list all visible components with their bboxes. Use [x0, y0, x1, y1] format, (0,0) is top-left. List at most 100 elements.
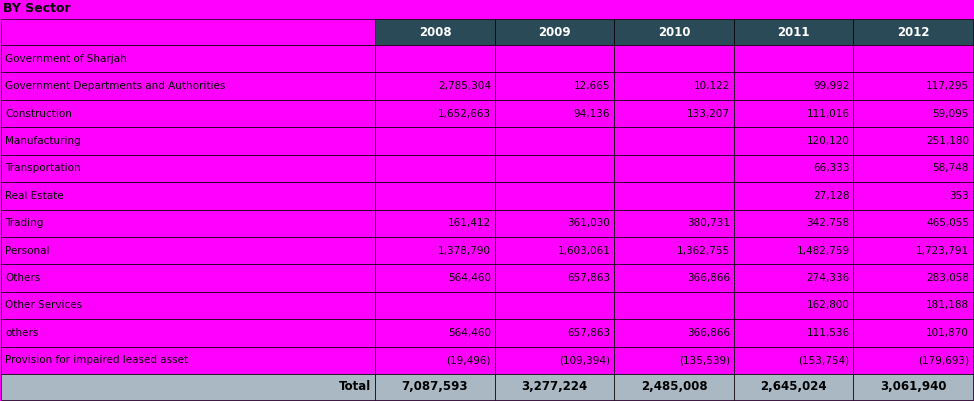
- Bar: [615, 127, 733, 155]
- Bar: [375, 73, 495, 100]
- Text: 161,412: 161,412: [448, 218, 491, 228]
- Bar: [1, 292, 375, 319]
- Bar: [733, 292, 853, 319]
- Text: 133,207: 133,207: [687, 109, 730, 119]
- Bar: [615, 19, 733, 45]
- Text: 564,460: 564,460: [448, 273, 491, 283]
- Text: 120,120: 120,120: [806, 136, 849, 146]
- Text: Manufacturing: Manufacturing: [5, 136, 81, 146]
- Bar: [853, 346, 973, 374]
- Bar: [375, 237, 495, 264]
- Bar: [495, 19, 615, 45]
- Bar: [1, 264, 375, 292]
- Bar: [375, 127, 495, 155]
- Text: Provision for impaired leased asset: Provision for impaired leased asset: [5, 355, 188, 365]
- Text: 58,748: 58,748: [932, 163, 969, 173]
- Text: 111,016: 111,016: [806, 109, 849, 119]
- Text: 1,362,755: 1,362,755: [677, 246, 730, 255]
- Bar: [733, 374, 853, 400]
- Bar: [853, 73, 973, 100]
- Bar: [615, 100, 733, 127]
- Bar: [733, 127, 853, 155]
- Bar: [615, 264, 733, 292]
- Bar: [1, 182, 375, 209]
- Bar: [615, 374, 733, 400]
- Bar: [495, 127, 615, 155]
- Bar: [375, 292, 495, 319]
- Text: 274,336: 274,336: [806, 273, 849, 283]
- Bar: [375, 346, 495, 374]
- Text: others: others: [5, 328, 38, 338]
- Bar: [1, 209, 375, 237]
- Bar: [733, 73, 853, 100]
- Text: 181,188: 181,188: [926, 300, 969, 310]
- Bar: [1, 73, 375, 100]
- Bar: [495, 264, 615, 292]
- Text: 10,122: 10,122: [693, 81, 730, 91]
- Bar: [375, 100, 495, 127]
- Text: Government Departments and Authorities: Government Departments and Authorities: [5, 81, 225, 91]
- Text: 111,536: 111,536: [806, 328, 849, 338]
- Text: Transportation: Transportation: [5, 163, 81, 173]
- Text: 2011: 2011: [777, 26, 810, 38]
- Bar: [495, 182, 615, 209]
- Text: 7,087,593: 7,087,593: [401, 381, 468, 393]
- Bar: [495, 292, 615, 319]
- Text: 1,482,759: 1,482,759: [797, 246, 849, 255]
- Text: 465,055: 465,055: [926, 218, 969, 228]
- Text: 162,800: 162,800: [806, 300, 849, 310]
- Bar: [853, 155, 973, 182]
- Bar: [1, 100, 375, 127]
- Bar: [1, 346, 375, 374]
- Text: 2008: 2008: [419, 26, 451, 38]
- Text: 251,180: 251,180: [926, 136, 969, 146]
- Text: 101,870: 101,870: [926, 328, 969, 338]
- Bar: [733, 319, 853, 346]
- Text: 3,061,940: 3,061,940: [880, 381, 947, 393]
- Bar: [733, 155, 853, 182]
- Bar: [495, 45, 615, 73]
- Text: Others: Others: [5, 273, 40, 283]
- Text: 1,723,791: 1,723,791: [916, 246, 969, 255]
- Bar: [375, 374, 495, 400]
- Bar: [733, 209, 853, 237]
- Text: 353: 353: [949, 191, 969, 201]
- Text: Total: Total: [339, 381, 371, 393]
- Text: 1,652,663: 1,652,663: [437, 109, 491, 119]
- Bar: [615, 346, 733, 374]
- Text: Government of Sharjah: Government of Sharjah: [5, 54, 127, 64]
- Bar: [615, 155, 733, 182]
- Bar: [1, 155, 375, 182]
- Bar: [853, 264, 973, 292]
- Text: 94,136: 94,136: [574, 109, 611, 119]
- Text: 564,460: 564,460: [448, 328, 491, 338]
- Bar: [495, 319, 615, 346]
- Bar: [1, 127, 375, 155]
- Bar: [375, 264, 495, 292]
- Text: BY Sector: BY Sector: [3, 2, 71, 15]
- Bar: [733, 100, 853, 127]
- Text: Personal: Personal: [5, 246, 50, 255]
- Bar: [733, 237, 853, 264]
- Text: (19,496): (19,496): [446, 355, 491, 365]
- Bar: [1, 374, 375, 400]
- Bar: [615, 209, 733, 237]
- Text: 657,863: 657,863: [567, 273, 611, 283]
- Text: 27,128: 27,128: [813, 191, 849, 201]
- Bar: [495, 100, 615, 127]
- Text: 366,866: 366,866: [687, 328, 730, 338]
- Bar: [375, 19, 495, 45]
- Text: 366,866: 366,866: [687, 273, 730, 283]
- Bar: [495, 374, 615, 400]
- Bar: [853, 127, 973, 155]
- Text: Trading: Trading: [5, 218, 44, 228]
- Bar: [495, 155, 615, 182]
- Bar: [615, 319, 733, 346]
- Text: 380,731: 380,731: [687, 218, 730, 228]
- Bar: [615, 237, 733, 264]
- Bar: [1, 237, 375, 264]
- Bar: [615, 45, 733, 73]
- Text: 2,485,008: 2,485,008: [641, 381, 707, 393]
- Text: Other Services: Other Services: [5, 300, 82, 310]
- Text: 1,603,061: 1,603,061: [557, 246, 611, 255]
